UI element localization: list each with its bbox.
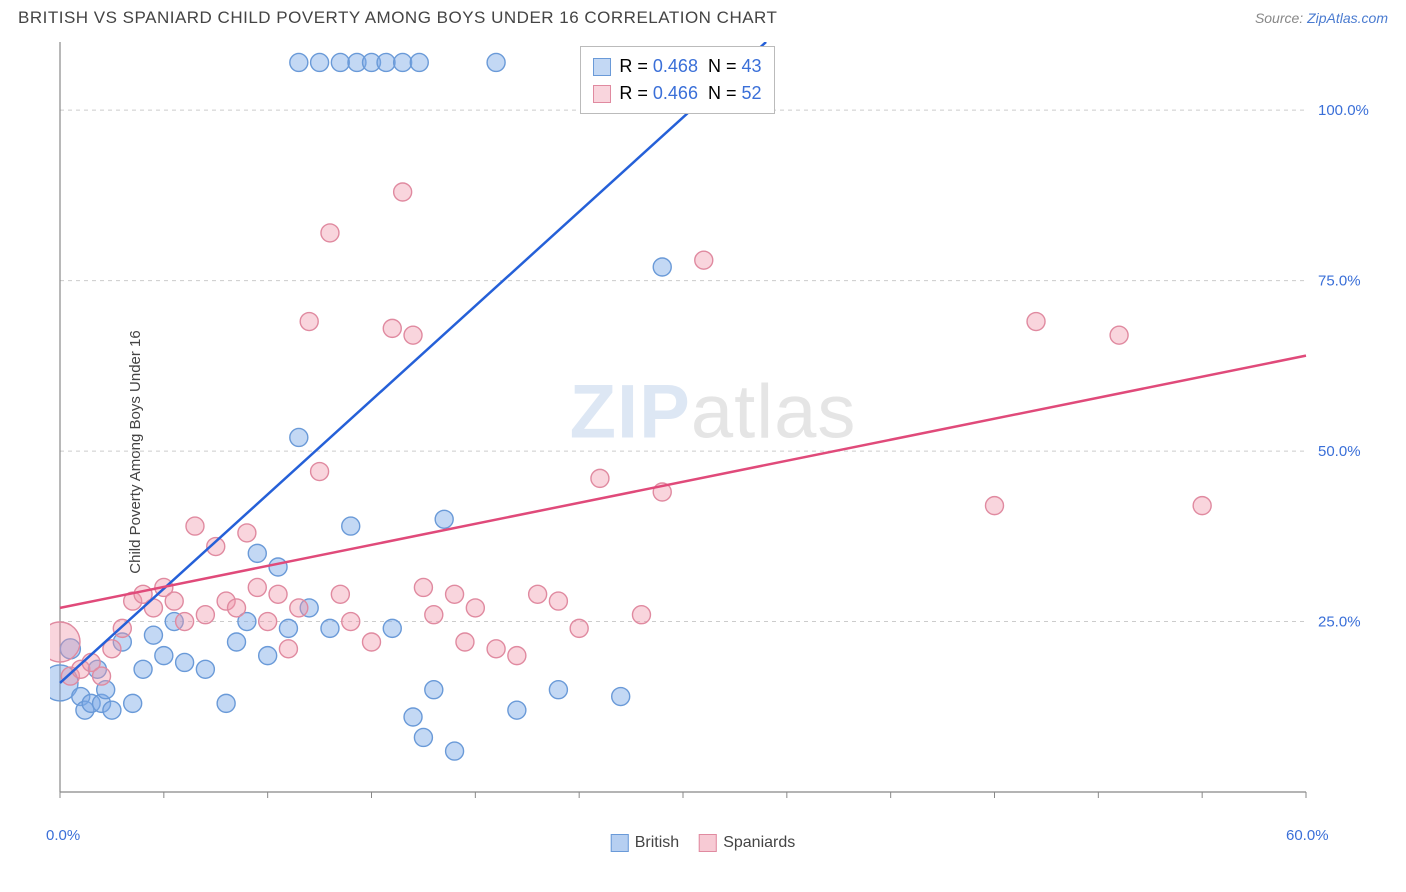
data-point: [311, 53, 329, 71]
source-label: Source: ZipAtlas.com: [1255, 10, 1388, 26]
data-point: [279, 640, 297, 658]
data-point: [342, 517, 360, 535]
y-tick-label: 100.0%: [1318, 102, 1369, 119]
chart-svg: 25.0% 50.0% 75.0% 100.0%: [50, 42, 1376, 812]
legend-swatch: [611, 834, 629, 852]
data-point: [331, 53, 349, 71]
data-point: [134, 660, 152, 678]
data-point: [124, 694, 142, 712]
data-point: [404, 326, 422, 344]
data-point: [217, 694, 235, 712]
data-point: [259, 613, 277, 631]
data-point: [331, 585, 349, 603]
legend-swatch: [699, 834, 717, 852]
y-tick-label: 75.0%: [1318, 273, 1361, 290]
data-point: [342, 613, 360, 631]
data-point: [290, 53, 308, 71]
data-point: [435, 510, 453, 528]
data-point: [290, 428, 308, 446]
data-point: [1110, 326, 1128, 344]
data-point: [446, 585, 464, 603]
data-point: [591, 469, 609, 487]
data-point: [311, 463, 329, 481]
data-point: [228, 599, 246, 617]
data-point: [570, 619, 588, 637]
data-point: [383, 619, 401, 637]
data-point: [238, 524, 256, 542]
data-point: [487, 53, 505, 71]
data-point: [632, 606, 650, 624]
data-point: [279, 619, 297, 637]
data-point: [228, 633, 246, 651]
data-point: [259, 647, 277, 665]
data-point: [363, 633, 381, 651]
data-point: [176, 613, 194, 631]
data-point: [321, 619, 339, 637]
legend-item: Spaniards: [699, 834, 795, 852]
data-point: [695, 251, 713, 269]
data-point: [155, 647, 173, 665]
data-point: [165, 592, 183, 610]
source-link[interactable]: ZipAtlas.com: [1307, 10, 1388, 26]
data-point: [404, 708, 422, 726]
data-point: [186, 517, 204, 535]
data-point: [144, 599, 162, 617]
data-point: [248, 544, 266, 562]
legend: British Spaniards: [611, 834, 796, 852]
trend-line: [60, 356, 1306, 608]
data-point: [425, 606, 443, 624]
data-point: [394, 53, 412, 71]
info-row: R = 0.466 N = 52: [593, 80, 761, 107]
data-point: [529, 585, 547, 603]
legend-item: British: [611, 834, 679, 852]
data-point: [425, 681, 443, 699]
x-tick-label: 60.0%: [1286, 827, 1329, 844]
data-point: [466, 599, 484, 617]
data-point: [269, 558, 287, 576]
y-tick-label: 25.0%: [1318, 614, 1361, 631]
data-point: [653, 258, 671, 276]
correlation-info-box: R = 0.468 N = 43R = 0.466 N = 52: [580, 46, 774, 114]
data-point: [456, 633, 474, 651]
data-point: [414, 728, 432, 746]
data-point: [321, 224, 339, 242]
y-tick-label: 50.0%: [1318, 443, 1361, 460]
data-point: [508, 701, 526, 719]
data-point: [1027, 313, 1045, 331]
chart-title: BRITISH VS SPANIARD CHILD POVERTY AMONG …: [18, 8, 777, 28]
data-point: [176, 653, 194, 671]
data-point: [549, 592, 567, 610]
data-point: [196, 606, 214, 624]
data-point: [410, 53, 428, 71]
data-point: [612, 688, 630, 706]
series-swatch: [593, 85, 611, 103]
data-point: [508, 647, 526, 665]
data-point: [290, 599, 308, 617]
data-point: [377, 53, 395, 71]
data-point: [1193, 497, 1211, 515]
data-point: [269, 585, 287, 603]
data-point: [487, 640, 505, 658]
data-point: [103, 701, 121, 719]
scatter-plot: 25.0%50.0%75.0%100.0% ZIPatlas R = 0.468…: [50, 42, 1376, 812]
data-point: [383, 319, 401, 337]
x-tick-label: 0.0%: [46, 827, 80, 844]
data-point: [394, 183, 412, 201]
data-point: [446, 742, 464, 760]
data-point: [93, 667, 111, 685]
data-point: [248, 578, 266, 596]
info-row: R = 0.468 N = 43: [593, 53, 761, 80]
data-point: [986, 497, 1004, 515]
data-point: [196, 660, 214, 678]
data-point: [414, 578, 432, 596]
series-swatch: [593, 58, 611, 76]
data-point: [549, 681, 567, 699]
data-point: [300, 313, 318, 331]
data-point: [144, 626, 162, 644]
